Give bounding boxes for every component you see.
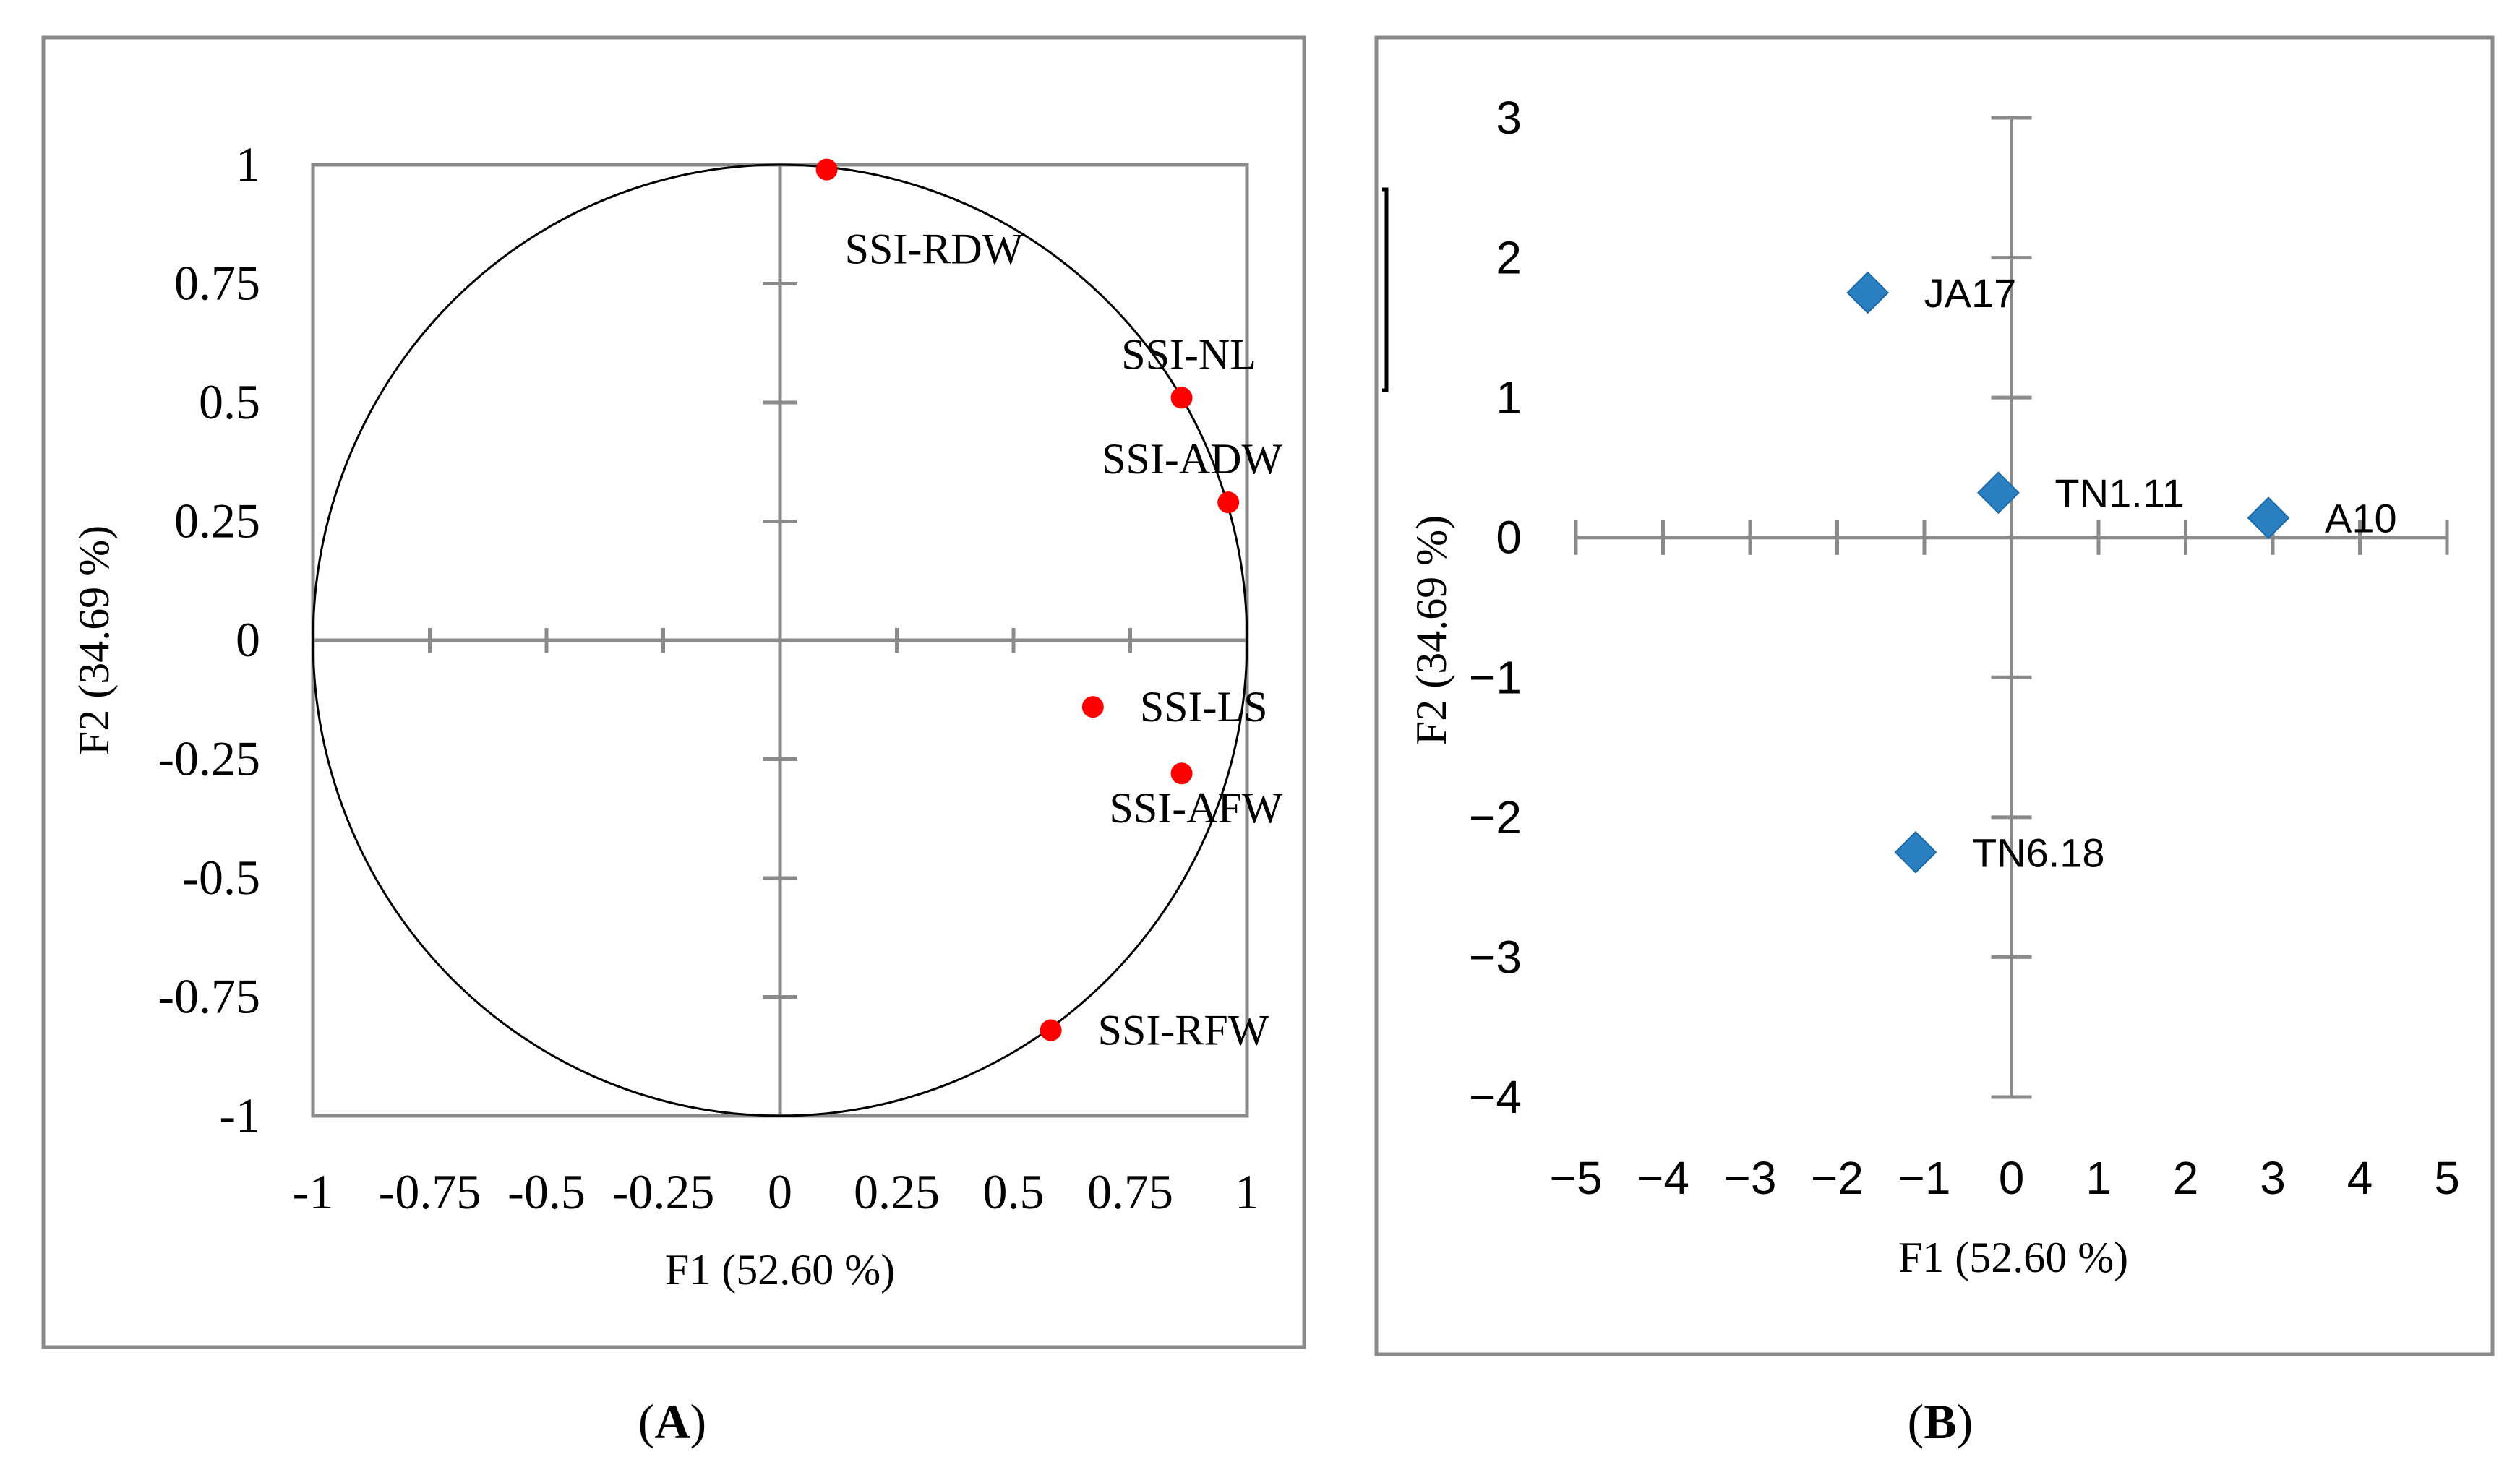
- panel-a-point: [1170, 387, 1193, 409]
- panel-b-points: [1846, 271, 2290, 874]
- panel-b-point-label: TN1.11: [2054, 470, 2184, 516]
- panel-b-tick-labels: −5 −4 −3 −2 −1 0 1 2 3 4 5 3 2 1 0 −1 −2 −3 −4: [1469, 92, 2460, 1204]
- panel-a-caption-letter: A: [654, 1394, 690, 1449]
- panel-b-caption-letter: B: [1924, 1394, 1956, 1449]
- panel-b-y-tick-label: 0: [1496, 512, 1522, 564]
- panel-a-correlation-circle: [312, 163, 1248, 1117]
- panel-a-caption: (A): [638, 1394, 706, 1449]
- panel-a-y-tick-label: 0.25: [174, 494, 260, 549]
- panel-a-axes: [313, 165, 1247, 1116]
- panel-b-point: [1846, 271, 1890, 314]
- panel-b-y-tick-label: 1: [1496, 371, 1522, 423]
- panel-b-point: [1894, 830, 1937, 874]
- panel-a-y-tick-label: -0.25: [158, 731, 260, 786]
- panel-b-y-tick-label: −4: [1469, 1071, 1522, 1123]
- panel-a-point: [1170, 762, 1193, 785]
- panel-a-x-tick-label: -1: [293, 1164, 334, 1219]
- panel-b-point-label: A10: [2325, 496, 2397, 541]
- panel-b-ylabel: F2 (34.69 %): [1407, 515, 1455, 745]
- panel-a-x-tick-label: 0.75: [1087, 1164, 1173, 1219]
- panel-a-point: [1217, 491, 1240, 514]
- panel-a-y-tick-label: 0: [236, 612, 260, 667]
- panel-a-y-tick-label: -1: [219, 1088, 260, 1143]
- panel-b-y-tick-label: −2: [1469, 791, 1522, 843]
- panel-a-y-tick-label: 0.5: [199, 374, 260, 429]
- bracket-mark: [1382, 187, 1389, 392]
- panel-b-point: [2247, 496, 2290, 540]
- panel-b-x-tick-label: 2: [2173, 1152, 2199, 1204]
- panel-a-ylabel: F2 (34.69 %): [70, 525, 118, 755]
- panel-a-x-tick-label: -0.75: [379, 1164, 481, 1219]
- panel-a-frame: [41, 35, 1306, 1349]
- panel-a-point-label: SSI-NL: [1121, 330, 1256, 378]
- panel-a-y-tick-label: 0.75: [174, 256, 260, 311]
- panel-a-point-labels: SSI-RDW SSI-NL SSI-ADW SSI-LS SSI-AFW SSI-RFW: [845, 225, 1283, 1054]
- panel-a-x-tick-label: 0.5: [983, 1164, 1045, 1219]
- panel-a-point-label: SSI-RDW: [845, 225, 1024, 273]
- panel-a-point-label: SSI-AFW: [1110, 784, 1283, 832]
- panel-b-x-tick-label: −2: [1811, 1152, 1864, 1204]
- panel-a-point: [815, 158, 838, 181]
- panel-b-x-tick-label: 3: [2260, 1152, 2286, 1204]
- panel-a-x-tick-label: -0.5: [507, 1164, 586, 1219]
- panel-b-x-tick-label: 5: [2434, 1152, 2460, 1204]
- panel-a-point-label: SSI-RFW: [1098, 1007, 1269, 1054]
- panel-b-x-tick-label: −4: [1637, 1152, 1689, 1204]
- panel-a-y-tick-label: -0.75: [158, 969, 260, 1024]
- panel-b-y-tick-label: −3: [1469, 931, 1522, 983]
- panel-b-x-tick-label: −3: [1724, 1152, 1777, 1204]
- panel-b-x-tick-label: −5: [1550, 1152, 1603, 1204]
- panel-b-x-tick-label: −1: [1898, 1152, 1951, 1204]
- panel-b-y-tick-label: −1: [1469, 651, 1522, 703]
- panel-b-point-label: JA17: [1924, 270, 2017, 316]
- panel-b-axes: [1574, 116, 2449, 1099]
- panel-a-xlabel: F1 (52.60 %): [665, 1246, 895, 1294]
- panel-b-y-tick-label: 3: [1496, 92, 1522, 144]
- panel-a-point: [1081, 696, 1104, 718]
- panel-b-y-tick-label: 2: [1496, 232, 1522, 284]
- panel-b-xlabel: F1 (52.60 %): [1898, 1234, 2128, 1281]
- panel-b-frame: [1374, 35, 2495, 1356]
- panel-a-tick-labels: -1 -0.75 -0.5 -0.25 0 0.25 0.5 0.75 1 1 0.75 0.5 0.2…: [158, 137, 1259, 1219]
- panel-a-point-label: SSI-ADW: [1102, 435, 1282, 483]
- panel-a-x-tick-label: 0: [768, 1164, 792, 1219]
- panel-b-x-tick-label: 4: [2347, 1152, 2373, 1204]
- panel-b-point-labels: JA17 TN1.11 A10 TN6.18: [1924, 270, 2397, 875]
- panel-b-caption: (B): [1908, 1394, 1973, 1449]
- panel-a-x-tick-label: -0.25: [612, 1164, 715, 1219]
- panel-b-x-tick-label: 1: [2086, 1152, 2112, 1204]
- panel-b-x-tick-label: 0: [1999, 1152, 2025, 1204]
- panel-a-y-tick-label: 1: [236, 137, 260, 192]
- panel-b-point: [1977, 471, 2020, 515]
- panel-a-y-tick-label: -0.5: [182, 850, 260, 905]
- panel-a-x-tick-label: 1: [1235, 1164, 1259, 1219]
- panel-b-point-label: TN6.18: [1972, 830, 2105, 875]
- panel-a-point: [1040, 1019, 1062, 1041]
- panel-a-points: [815, 158, 1240, 1041]
- panel-a-point-label: SSI-LS: [1140, 683, 1268, 731]
- panel-a-x-tick-label: 0.25: [854, 1164, 940, 1219]
